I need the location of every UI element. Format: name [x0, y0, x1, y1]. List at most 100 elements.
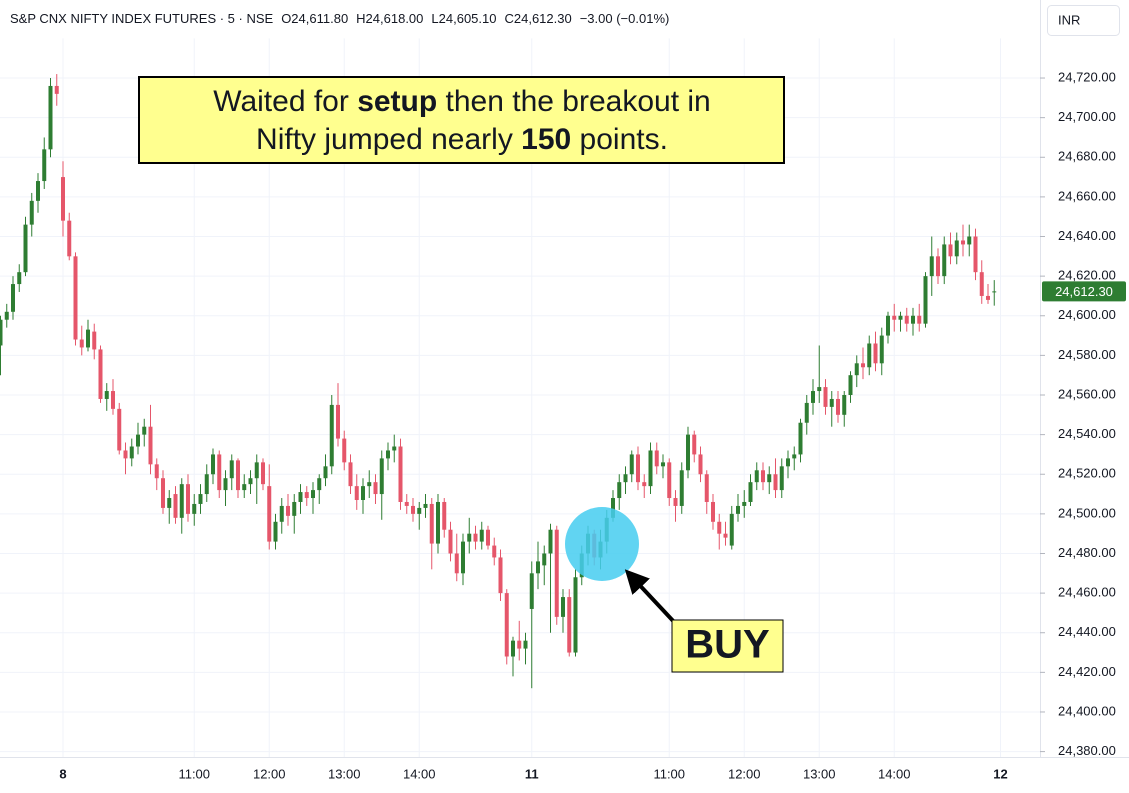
annotation-bold: setup: [357, 85, 437, 118]
axes: 24,380.00 24,400.00 24,420.00 24,440.00 24,4…: [59, 69, 1126, 781]
candle-body: [392, 446, 397, 451]
currency-button[interactable]: [1047, 5, 1120, 36]
candle-body: [248, 478, 253, 485]
y-tick-label: 24,420.00: [1058, 664, 1116, 679]
ohlc-low: L24,605.10: [431, 11, 496, 26]
candle-body: [179, 484, 184, 518]
y-tick-label: 24,400.00: [1058, 703, 1116, 718]
candle-body: [511, 640, 515, 657]
y-tick-label: 24,700.00: [1058, 109, 1116, 124]
candle-body: [829, 398, 834, 407]
y-tick-label: 24,380.00: [1058, 743, 1116, 758]
candle-body: [4, 311, 9, 320]
candle-body: [473, 533, 478, 542]
candle-body: [623, 474, 628, 483]
candle-body: [848, 375, 853, 395]
candle-body: [292, 501, 297, 516]
highlight-circle: [565, 507, 639, 581]
candle-body: [86, 329, 90, 348]
candle-body: [436, 501, 440, 544]
candle-body: [429, 503, 434, 544]
candle-body: [67, 220, 72, 257]
candle-body: [961, 240, 965, 245]
candle-body: [404, 501, 409, 506]
candle-body: [561, 597, 565, 617]
candle-body: [348, 462, 353, 487]
x-tick-label: 11:00: [653, 766, 685, 781]
y-tick-label: 24,600.00: [1058, 307, 1116, 322]
candle-body: [411, 505, 415, 514]
candle-body: [486, 529, 490, 546]
annotation-text: Waited for: [213, 85, 357, 118]
candle-body: [279, 505, 284, 522]
annotation-bold: 150: [521, 123, 571, 156]
candle-body: [386, 450, 390, 459]
candle-body: [923, 276, 928, 324]
candle-body: [679, 470, 684, 506]
candle-body: [811, 391, 815, 403]
currency-label[interactable]: INR: [1058, 12, 1080, 27]
y-tick-label: 24,680.00: [1058, 149, 1116, 164]
candle-body: [542, 553, 547, 566]
ohlc-change: −3.00 (−0.01%): [580, 11, 670, 26]
candle-body: [336, 404, 340, 439]
last-price-tag: [1042, 281, 1126, 302]
candle-body: [642, 482, 647, 487]
y-tick-label: 24,560.00: [1058, 386, 1116, 401]
candle-body: [654, 450, 659, 467]
x-tick-label: 13:00: [328, 766, 361, 781]
candle-body: [254, 462, 259, 479]
candle-body: [898, 315, 903, 320]
y-tick-label: 24,480.00: [1058, 545, 1116, 560]
candle-body: [648, 450, 653, 487]
candle-body: [698, 454, 703, 475]
candle-body: [479, 529, 484, 542]
candle-body: [198, 494, 203, 504]
candle-body: [836, 398, 840, 415]
candle-body: [973, 236, 978, 273]
arrow: [624, 569, 678, 626]
candle-body: [29, 200, 34, 225]
candle-body: [36, 181, 40, 201]
candle-body: [767, 474, 772, 483]
candle-body: [692, 434, 697, 455]
y-tick-label: 24,640.00: [1058, 228, 1116, 243]
candle-body: [379, 458, 384, 495]
y-tick-label: 24,620.00: [1058, 268, 1116, 283]
y-tick-label: 24,660.00: [1058, 188, 1116, 203]
candle-body: [111, 391, 115, 409]
candle-body: [311, 490, 315, 499]
candle-body: [361, 486, 365, 500]
candle-body: [442, 501, 447, 530]
candle-body: [779, 466, 784, 491]
candle-body: [273, 521, 278, 542]
candle-body: [711, 501, 715, 522]
candle-body: [936, 256, 940, 277]
candle-body: [661, 462, 665, 467]
candle-body: [373, 482, 378, 495]
candle-body: [904, 315, 909, 324]
candle-body: [917, 315, 922, 324]
candle-body: [286, 505, 290, 516]
annotation-text: then the breakout in: [437, 85, 711, 118]
candle-body: [967, 236, 972, 245]
x-tick-label: 8: [59, 766, 66, 781]
candle-body: [861, 363, 865, 368]
candle-body: [154, 464, 159, 479]
candle-body: [467, 533, 472, 542]
candle-body: [948, 244, 953, 257]
candle-body: [136, 434, 140, 447]
candle-body: [761, 470, 765, 483]
candle-body: [461, 541, 465, 574]
candle-body: [854, 363, 859, 376]
candle-body: [573, 577, 578, 653]
candle-body: [529, 573, 534, 609]
ohlc-high: H24,618.00: [356, 11, 423, 26]
candle-body: [742, 501, 747, 506]
candle-body: [979, 272, 984, 296]
ohlc-close: C24,612.30: [504, 11, 571, 26]
candle-body: [629, 454, 634, 475]
candle-body: [98, 349, 103, 399]
